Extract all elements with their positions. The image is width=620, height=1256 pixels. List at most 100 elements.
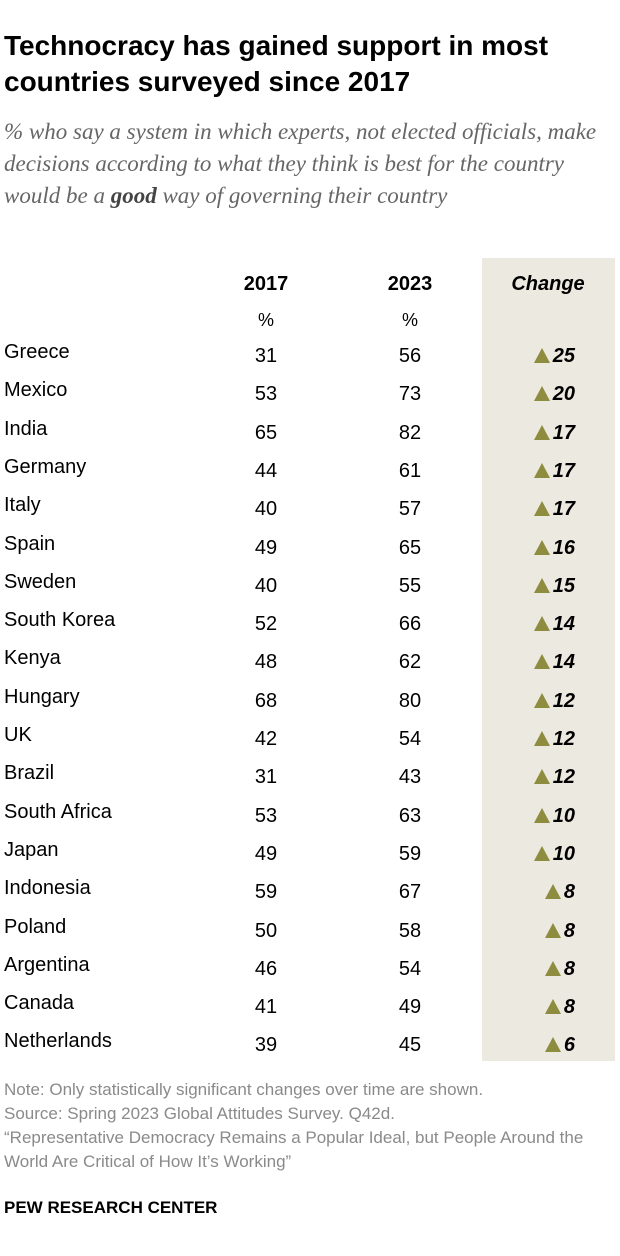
value-2017: 48 xyxy=(254,651,278,674)
up-arrow xyxy=(544,960,561,976)
column-header: Change xyxy=(511,273,585,295)
note: “Representative Democracy Remains a Popu… xyxy=(4,1128,584,1171)
change-value: 15 xyxy=(552,574,575,597)
change-value: 8 xyxy=(563,957,575,980)
country: Argentina xyxy=(4,953,90,976)
value-2023: 57 xyxy=(398,498,422,521)
up-arrow xyxy=(533,769,550,785)
value-2017: 41 xyxy=(254,996,278,1019)
up-arrow xyxy=(533,616,550,632)
footer: PEW RESEARCH CENTER xyxy=(4,1198,218,1217)
country: Greece xyxy=(4,341,70,363)
unit-label: % xyxy=(257,310,274,330)
country: Sweden xyxy=(4,570,77,593)
change-value: 14 xyxy=(552,651,575,674)
up-arrow xyxy=(544,884,561,900)
value-2017: 59 xyxy=(254,881,278,904)
change-value: 12 xyxy=(552,728,575,750)
value-2023: 59 xyxy=(398,842,422,865)
change: 25 xyxy=(490,344,575,368)
up-arrow xyxy=(533,807,550,823)
title: Technocracy has gained support in most c… xyxy=(4,30,549,97)
value-2023: 49 xyxy=(398,996,422,1019)
change: 16 xyxy=(490,536,575,560)
up-arrow xyxy=(544,1037,561,1053)
change: 17 xyxy=(490,497,575,521)
change-value: 10 xyxy=(552,804,575,827)
up-arrow xyxy=(533,348,550,363)
country: Kenya xyxy=(4,647,61,670)
value-2023: 82 xyxy=(398,421,422,444)
change: 8 xyxy=(490,957,575,981)
value-2017: 49 xyxy=(254,842,278,865)
country: Mexico xyxy=(4,379,68,402)
change-value: 6 xyxy=(563,1034,575,1057)
change-value: 17 xyxy=(552,421,575,444)
value-2017: 49 xyxy=(254,536,278,559)
change-value: 25 xyxy=(552,345,575,367)
value-2017: 44 xyxy=(254,459,278,482)
subtitle-text: % who say a system in which experts, not… xyxy=(4,119,597,208)
change: 15 xyxy=(490,574,575,598)
value-2017: 50 xyxy=(254,919,278,942)
change-value: 12 xyxy=(552,766,575,789)
column-header: 2017 xyxy=(243,273,289,295)
value-2023: 58 xyxy=(398,919,422,942)
value-2017: 53 xyxy=(254,383,278,406)
up-arrow xyxy=(533,731,550,746)
value-2023: 62 xyxy=(398,651,422,674)
change-value: 16 xyxy=(552,536,575,559)
value-2017: 65 xyxy=(254,421,278,444)
column-header: 2023 xyxy=(387,273,433,295)
country: Italy xyxy=(4,494,41,517)
change: 8 xyxy=(490,880,575,904)
up-arrow xyxy=(533,692,550,708)
change: 10 xyxy=(490,804,575,828)
change: 14 xyxy=(490,612,575,636)
change: 6 xyxy=(490,1033,575,1057)
value-2017: 68 xyxy=(254,689,278,712)
country: Brazil xyxy=(4,762,55,785)
up-arrow xyxy=(544,999,561,1015)
value-2017: 39 xyxy=(254,1034,278,1057)
country: Japan xyxy=(4,838,59,861)
change-value: 14 xyxy=(552,613,575,636)
change-value: 10 xyxy=(552,842,575,865)
up-arrow xyxy=(533,654,550,670)
country: India xyxy=(4,417,48,440)
value-2017: 46 xyxy=(254,957,278,980)
notes: Note: Only statistically significant cha… xyxy=(4,1078,604,1174)
value-2017: 40 xyxy=(254,498,278,521)
value-2023: 66 xyxy=(398,613,422,636)
country: Poland xyxy=(4,915,67,938)
subtitle-text: way of governing their country xyxy=(156,183,448,208)
change: 12 xyxy=(490,765,575,789)
value-2023: 43 xyxy=(398,766,422,789)
value-2023: 45 xyxy=(398,1034,422,1057)
unit-label: % xyxy=(401,310,418,330)
country: UK xyxy=(4,724,32,746)
value-2023: 54 xyxy=(398,957,422,980)
country: South Korea xyxy=(4,609,116,632)
change-value: 8 xyxy=(563,881,575,904)
value-2023: 73 xyxy=(398,383,422,406)
change-value: 8 xyxy=(563,996,575,1019)
country: Germany xyxy=(4,455,87,478)
value-2017: 42 xyxy=(254,728,278,750)
note: Note: Only statistically significant cha… xyxy=(4,1080,484,1099)
value-2023: 67 xyxy=(398,881,422,904)
up-arrow xyxy=(533,577,550,593)
value-2023: 65 xyxy=(398,536,422,559)
country: South Africa xyxy=(4,800,112,823)
note: Source: Spring 2023 Global Attitudes Sur… xyxy=(4,1104,395,1123)
up-arrow xyxy=(544,922,561,938)
country: Netherlands xyxy=(4,1030,112,1053)
value-2017: 31 xyxy=(254,345,278,367)
value-2017: 53 xyxy=(254,804,278,827)
value-2023: 55 xyxy=(398,574,422,597)
change: 12 xyxy=(490,689,575,713)
change-value: 12 xyxy=(552,689,575,712)
change: 8 xyxy=(490,919,575,943)
change: 17 xyxy=(490,459,575,483)
